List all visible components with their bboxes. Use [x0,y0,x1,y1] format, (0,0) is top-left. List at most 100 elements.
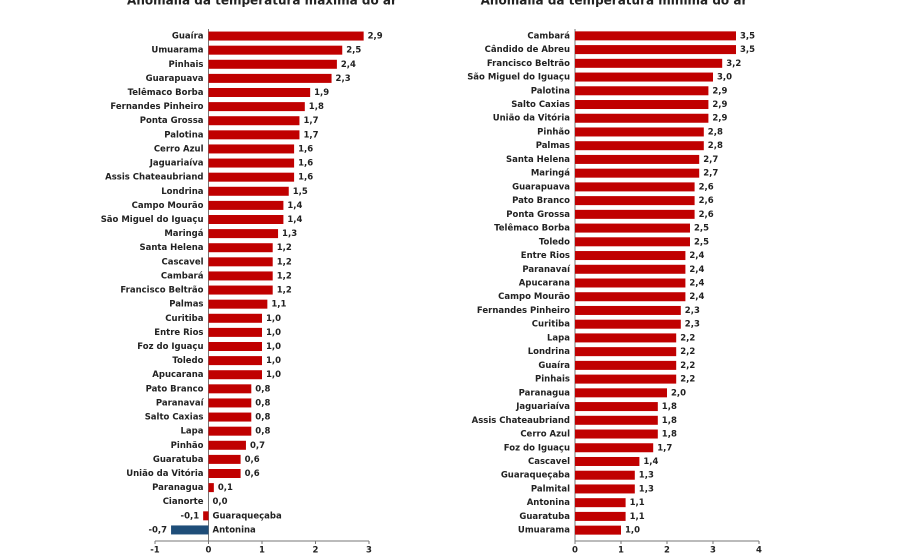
bar [575,182,695,192]
category-label: Santa Helena [506,155,570,165]
category-label: Palotina [164,130,204,140]
category-label: Maringá [164,229,203,239]
x-tick-label: 1 [259,546,265,555]
value-label: 2,4 [689,265,704,275]
bar [575,511,626,521]
value-label: 3,5 [740,31,755,41]
value-label: 2,8 [708,127,723,137]
category-label: Ponta Grossa [140,116,204,126]
category-label: São Miguel do Iguaçu [101,215,204,225]
category-label: Guarapuava [146,74,204,84]
value-label: 3,0 [717,73,732,83]
bar [575,456,640,466]
bar [575,58,723,68]
category-label: Cerro Azul [520,430,570,440]
category-label: Telêmaco Borba [128,87,204,98]
x-tick-label: 1 [618,546,624,555]
value-label: 0,1 [218,483,233,493]
value-label: 1,8 [662,416,677,426]
value-label: 2,6 [699,210,714,220]
bar [575,278,686,288]
bar [208,454,241,464]
bar [575,347,677,357]
value-label: 1,8 [662,430,677,440]
category-label: Salto Caxias [511,100,570,110]
bar [203,511,209,521]
category-label: Campo Mourão [498,292,570,302]
category-label: Fernandes Pinheiro [477,306,570,316]
value-label: 1,0 [266,342,281,352]
category-label: Maringá [531,169,570,179]
bar [208,426,252,436]
category-label: Londrina [161,187,204,197]
category-label: Cianorte [163,497,204,507]
bar [575,251,686,261]
category-label: Paranagua [519,388,571,398]
value-label: 2,4 [689,292,704,302]
bar [575,333,677,343]
value-label: -0,7 [148,525,167,535]
value-label: 2,0 [671,388,686,398]
category-label: Campo Mourão [132,201,204,211]
value-label: 1,0 [266,356,281,366]
category-label: Francisco Beltrão [487,59,570,69]
bar [208,59,337,69]
category-label: Curitiba [165,314,203,324]
value-label: 2,4 [689,251,704,261]
bar [208,483,214,493]
bar [208,243,273,253]
bar [208,88,311,97]
category-label: Cascavel [528,457,570,467]
value-label: 2,4 [689,279,704,289]
value-label: 2,7 [703,155,718,165]
value-label: 1,7 [303,130,318,140]
chart-title: Anomalia da temperatura máxima do ar [127,0,397,8]
category-label: Palmas [536,141,570,151]
value-label: 1,6 [298,173,313,183]
category-label: Foz do Iguaçu [504,443,570,453]
category-label: Pinhais [169,60,204,70]
value-label: 1,7 [303,116,318,126]
value-label: 0,8 [255,398,270,408]
category-label: Guaíra [172,32,204,42]
bar [575,388,667,398]
category-label: Toledo [172,356,203,366]
bar [575,374,677,384]
x-tick-label: 0 [206,546,212,555]
value-label: 1,1 [630,498,645,508]
value-label: 1,1 [630,512,645,522]
value-label: 2,6 [699,182,714,192]
bar [575,470,635,480]
value-label: 2,9 [712,100,727,110]
value-label: 1,2 [277,271,292,281]
bar [208,200,284,210]
category-label: Pato Branco [146,384,204,394]
bar [575,498,626,508]
bar [575,223,690,233]
value-label: 3,2 [726,59,741,69]
category-label: Palotina [531,86,571,96]
bar [575,415,658,425]
bar [208,398,252,408]
value-label: 0,0 [213,497,228,507]
bar [575,292,686,302]
category-label: Fernandes Pinheiro [110,102,203,112]
bar [208,186,289,196]
value-label: 2,5 [346,46,361,56]
category-label: Santa Helena [139,243,203,253]
category-label: Antonina [527,498,571,508]
value-label: 2,3 [336,74,351,84]
value-label: 2,2 [680,375,695,385]
bar [575,45,736,55]
x-tick-label: 0 [572,546,578,555]
category-label: Pato Branco [512,196,570,206]
x-tick-label: 3 [366,546,372,555]
value-label: 0,8 [255,413,270,423]
category-label: Apucarana [519,279,570,289]
category-label: Entre Rios [154,328,203,338]
value-label: 3,5 [740,45,755,55]
category-label: Jaguariaíva [149,159,204,169]
value-label: 1,9 [314,88,329,98]
category-label: Guaraqueçaba [213,511,282,521]
category-label: Umuarama [151,46,203,56]
